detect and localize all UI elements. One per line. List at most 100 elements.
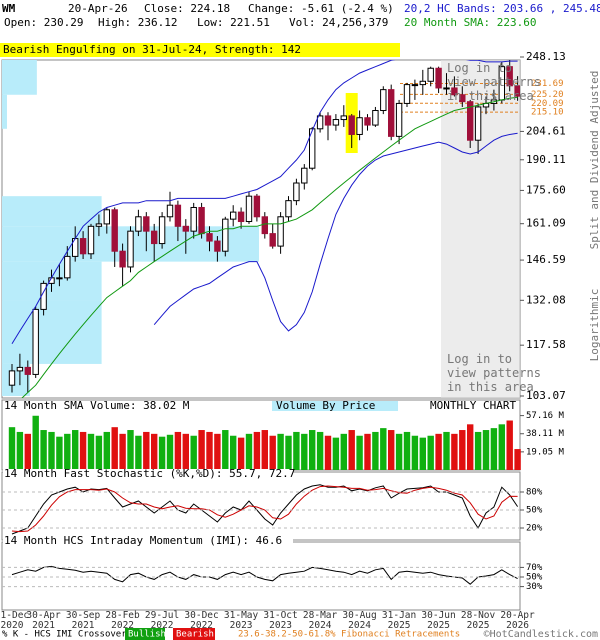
candle-body — [79, 238, 87, 255]
candle-body — [324, 115, 332, 126]
volume-bar — [380, 428, 387, 470]
volume-bar — [498, 424, 505, 470]
candle-body — [198, 206, 205, 235]
volume-bar — [111, 427, 118, 470]
upper-band — [11, 60, 518, 345]
volume-bar — [443, 431, 450, 470]
candle-body — [261, 216, 269, 235]
volume-bar — [135, 435, 142, 470]
copyright: ©HotCandlestick.com — [484, 629, 598, 640]
candle-body — [151, 230, 158, 245]
series-line — [11, 565, 518, 585]
candle-body — [158, 216, 166, 245]
annotation: Log in to view patterns in this area — [447, 352, 541, 394]
volume-bar — [332, 437, 340, 470]
panel-title: 14 Month SMA Volume: 38.02 M — [4, 399, 190, 412]
volume-bar — [277, 433, 284, 470]
y-tick-label: 248.13 — [526, 50, 566, 63]
volume-bar — [474, 431, 482, 470]
volume-bar — [87, 433, 95, 470]
volume-bar — [427, 435, 434, 470]
volume-bar — [79, 431, 87, 470]
change: Change: -5.61 (-2.4 %) — [248, 2, 394, 15]
volume-bar — [459, 430, 466, 470]
volume-bar — [72, 430, 79, 470]
x-tick-label: 30-Apr 2021 — [26, 610, 61, 631]
candle-body — [111, 209, 118, 252]
date: 20-Apr-26 — [68, 2, 128, 15]
fib-label: 225.20 — [531, 90, 564, 100]
candle-body — [103, 209, 110, 225]
candle-body — [190, 206, 197, 232]
volume-bar — [32, 415, 39, 470]
candle-body — [301, 167, 308, 184]
candle-body — [8, 370, 16, 386]
fib-legend: 23.6-38.2-50-61.8% Fibonacci Retracement… — [238, 630, 460, 640]
candle-body — [388, 89, 395, 137]
volume-bar — [285, 435, 292, 470]
candle-body — [459, 94, 466, 103]
candle-body — [419, 80, 427, 86]
candle-body — [143, 216, 150, 232]
volume-bar — [198, 430, 205, 470]
fib-label: 231.69 — [531, 79, 564, 89]
y-tick-label: 50% — [526, 506, 543, 516]
volume-bar — [482, 430, 490, 470]
bearish-swatch — [173, 628, 215, 640]
volume-bar — [8, 427, 16, 470]
candle-body — [277, 216, 284, 247]
candle-body — [24, 366, 32, 375]
volume-bar — [324, 435, 332, 470]
volume-bar — [301, 433, 308, 470]
candle-body — [474, 106, 482, 141]
fib-label: 215.10 — [531, 108, 564, 118]
volume-by-price-bar — [2, 60, 37, 95]
volume-bar — [348, 430, 355, 470]
x-tick-label: 28-Mar 2024 — [302, 610, 338, 631]
volume-bar — [451, 433, 458, 470]
volume-bar — [16, 431, 24, 470]
panel-title: 14 Month HCS Intraday Momentum (IMI): 46… — [4, 534, 282, 547]
y-tick-label: 117.58 — [526, 338, 566, 351]
volume-bar — [411, 435, 419, 470]
candle-body — [395, 102, 403, 137]
candle-body — [403, 84, 411, 104]
candle-body — [56, 277, 63, 280]
ticker: WM — [2, 2, 16, 15]
volume-bar — [388, 430, 395, 470]
y-tick-label: 190.11 — [526, 153, 566, 166]
candle-body — [166, 204, 174, 218]
volume-bar — [490, 428, 498, 470]
y-tick-label: 30% — [526, 582, 543, 592]
series-line — [11, 485, 518, 533]
candle-body — [214, 240, 221, 252]
candle-body — [222, 218, 229, 252]
volume-bar — [245, 433, 253, 470]
volume-bar — [230, 435, 237, 470]
candle-body — [348, 115, 355, 135]
x-tick-label: 30-Aug 2024 — [342, 610, 377, 631]
candle-body — [309, 128, 316, 169]
x-tick-label: 31-May 2023 — [223, 610, 259, 631]
y-tick-label: 38.11 M — [526, 429, 565, 439]
y-tick-label: 57.16 M — [526, 411, 565, 421]
candle-body — [340, 115, 348, 121]
volume-bar — [372, 431, 379, 470]
candle-body — [16, 366, 24, 372]
volume-bar — [467, 424, 474, 470]
sma-line — [21, 96, 518, 398]
candle-body — [253, 195, 261, 218]
y-tick-label: 161.09 — [526, 217, 566, 230]
sma-legend: 20 Month SMA: 223.60 — [404, 16, 536, 29]
volume-by-price-bar — [2, 94, 7, 129]
line-plot — [11, 565, 518, 585]
volume-bar — [190, 435, 197, 470]
candle-body — [245, 195, 253, 223]
volume-bar — [40, 430, 47, 470]
volume-bar — [127, 430, 134, 470]
vbp-label-bg — [272, 401, 398, 411]
candle-body — [364, 117, 371, 126]
candle-body — [95, 223, 103, 227]
annotation: Volume By Price — [276, 399, 375, 412]
